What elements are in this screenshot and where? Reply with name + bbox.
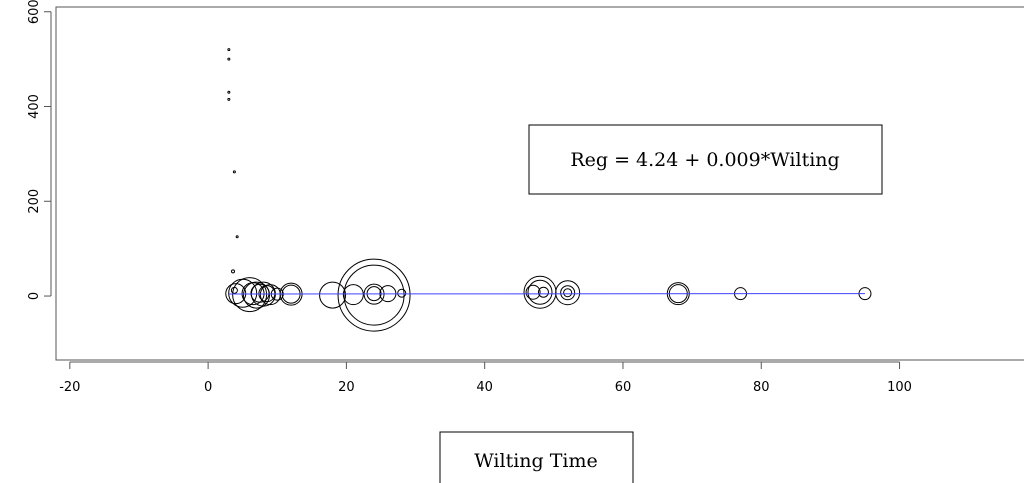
data-point — [232, 277, 268, 313]
x-tick-label: -20 — [59, 380, 80, 395]
xlabel-text: Wilting Time — [474, 450, 598, 472]
x-tick-label: 0 — [204, 380, 212, 395]
data-point — [227, 57, 231, 61]
data-point — [319, 281, 347, 309]
data-point — [231, 269, 236, 274]
data-point — [563, 288, 573, 298]
data-point — [259, 284, 281, 306]
data-point — [243, 281, 271, 309]
regression-annotation: Reg = 4.24 + 0.009*Wilting — [528, 124, 883, 195]
x-tick-label: 40 — [476, 380, 493, 395]
x-tick-label: 100 — [887, 380, 912, 395]
y-tick-label: 400 — [27, 94, 42, 119]
data-point — [227, 97, 231, 101]
y-tick-label: 0 — [27, 292, 42, 300]
data-point — [537, 286, 549, 298]
data-point — [397, 288, 407, 298]
xlabel-box — [439, 431, 634, 483]
data-point — [525, 284, 541, 300]
data-point — [227, 90, 231, 94]
data-point — [527, 279, 553, 305]
y-axis: 0 200 400 600 — [27, 0, 52, 300]
data-point — [342, 284, 364, 306]
data-point — [235, 235, 239, 239]
x-tick-label: 20 — [338, 380, 355, 395]
annotation-text: Reg = 4.24 + 0.009*Wilting — [570, 149, 839, 171]
data-point — [343, 264, 405, 326]
y-tick-label: 200 — [27, 189, 42, 214]
data-point — [232, 170, 236, 174]
data-point — [560, 285, 576, 301]
x-tick-label: 60 — [615, 380, 632, 395]
plot-frame — [55, 6, 1024, 361]
x-axis-label: Wilting Time — [439, 431, 634, 483]
data-point — [555, 280, 581, 306]
annotation-box — [528, 124, 883, 195]
data-point — [337, 258, 411, 332]
x-axis: -20 0 20 40 60 80 100 — [59, 361, 912, 395]
data-point — [227, 48, 231, 52]
y-tick-label: 600 — [27, 0, 42, 24]
x-tick-label: 80 — [753, 380, 770, 395]
